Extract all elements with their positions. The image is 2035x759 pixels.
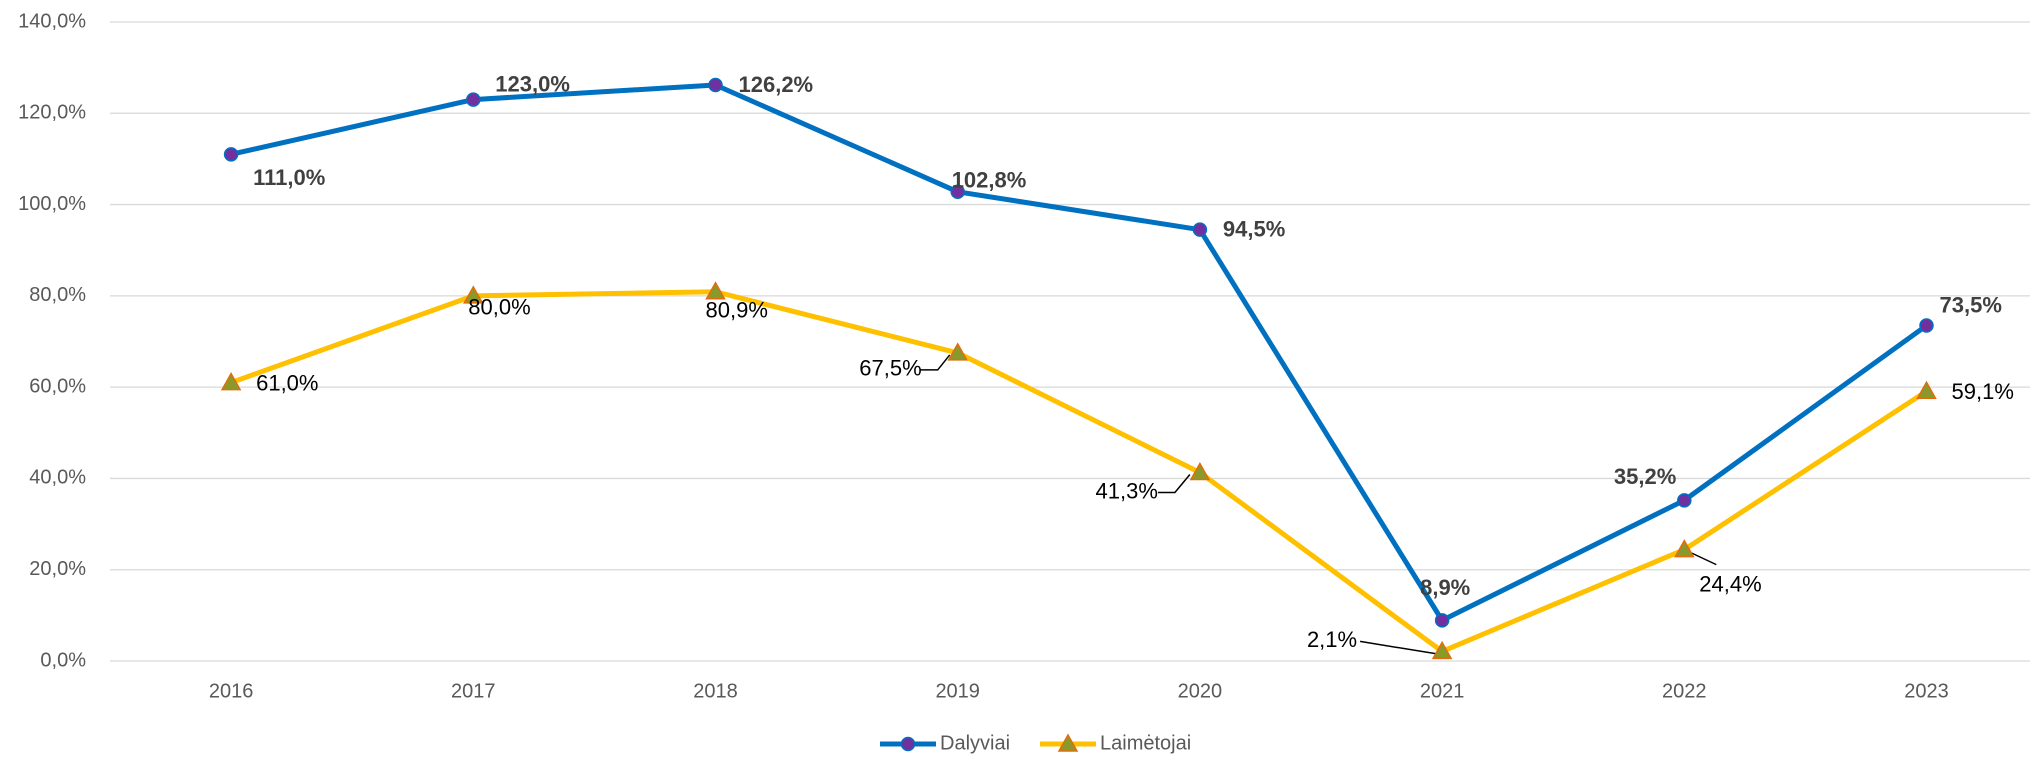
leader-line: [1359, 640, 1441, 656]
marker: [1192, 222, 1208, 237]
data-label: 8,9%: [1420, 575, 1470, 600]
series-line: [230, 289, 1928, 654]
marker: [223, 147, 239, 162]
marker: [1674, 539, 1695, 558]
marker: [463, 285, 484, 304]
y-tick-label: 80,0%: [29, 284, 86, 306]
y-tick-label: 100,0%: [18, 193, 86, 215]
x-tick-label: 2022: [1662, 680, 1707, 702]
data-label: 73,5%: [1940, 292, 2002, 317]
marker: [1916, 380, 1937, 400]
data-label: 59,1%: [1952, 379, 2014, 404]
legend-label: Dalyviai: [940, 732, 1010, 754]
data-label: 35,2%: [1614, 464, 1676, 489]
marker: [220, 372, 242, 391]
data-label: 102,8%: [952, 168, 1027, 193]
y-tick-label: 0,0%: [40, 649, 86, 671]
y-tick-label: 20,0%: [29, 558, 86, 580]
x-tick-label: 2021: [1420, 680, 1465, 702]
legend-label: Laimėtojai: [1100, 732, 1191, 754]
y-tick-label: 120,0%: [18, 102, 86, 124]
y-tick-label: 40,0%: [29, 467, 86, 489]
data-label: 61,0%: [256, 370, 318, 395]
leader-line: [1157, 474, 1191, 494]
data-label: 24,4%: [1699, 571, 1761, 596]
marker: [1431, 640, 1453, 660]
data-label: 80,9%: [706, 298, 768, 323]
data-label: 80,0%: [468, 295, 530, 320]
data-label: 2,1%: [1307, 627, 1357, 652]
x-tick-label: 2018: [693, 680, 738, 702]
marker: [1189, 461, 1211, 481]
leader-line: [919, 354, 951, 371]
x-tick-label: 2020: [1178, 680, 1223, 702]
data-label: 94,5%: [1223, 216, 1285, 241]
marker: [1057, 733, 1079, 752]
marker: [466, 92, 481, 107]
marker: [950, 184, 965, 200]
marker: [947, 342, 968, 361]
marker: [900, 736, 916, 752]
data-label: 67,5%: [859, 356, 921, 381]
data-label: 126,2%: [739, 72, 814, 97]
y-tick-label: 60,0%: [29, 375, 86, 397]
marker: [708, 77, 723, 93]
series-line: [230, 82, 1928, 623]
x-tick-label: 2017: [451, 680, 496, 702]
x-tick-label: 2019: [935, 680, 980, 702]
marker: [1677, 493, 1692, 508]
data-label: 123,0%: [495, 71, 570, 96]
marker: [1434, 613, 1450, 628]
marker: [1919, 318, 1934, 333]
y-tick-label: 140,0%: [18, 10, 86, 32]
data-label: 41,3%: [1096, 478, 1158, 503]
x-tick-label: 2023: [1904, 680, 1949, 702]
marker: [705, 281, 726, 300]
data-label: 111,0%: [253, 165, 325, 190]
x-tick-label: 2016: [209, 680, 254, 702]
